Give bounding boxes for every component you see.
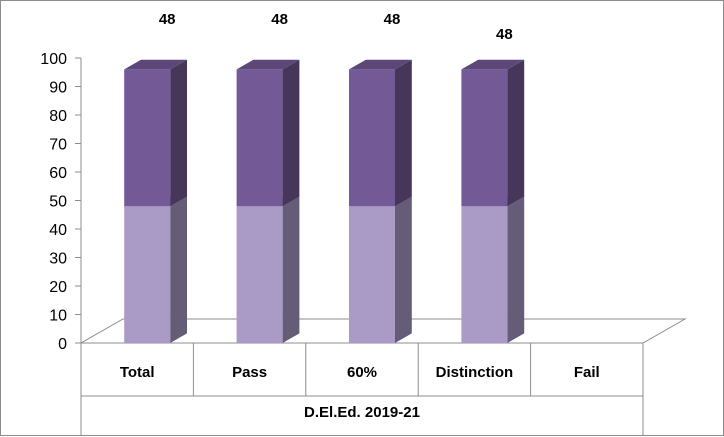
y-tick-label: 10: [49, 308, 67, 325]
bar-total-segment-1: [124, 196, 187, 343]
data-label: 48: [271, 11, 288, 28]
group-label: D.El.Ed. 2019-21: [304, 404, 420, 421]
bar-front-face: [236, 69, 283, 207]
bar-side-face: [170, 196, 187, 343]
bar-distinction-segment-1: [461, 196, 525, 343]
bar-side-face: [395, 196, 412, 343]
bar-pass-segment-1: [236, 196, 300, 343]
y-tick-label: 0: [58, 336, 67, 353]
bar-front-face: [461, 206, 508, 343]
y-tick-label: 90: [49, 80, 67, 97]
bar-top-face: [349, 59, 412, 70]
bar-front-face: [124, 206, 171, 343]
bar-side-face: [507, 59, 525, 207]
data-label: 48: [496, 26, 513, 43]
y-tick-label: 100: [40, 51, 67, 68]
bar-top-face: [461, 59, 525, 70]
data-label: 48: [384, 11, 401, 28]
bar-side-face: [170, 59, 187, 207]
category-label: Pass: [232, 364, 267, 381]
bar-side-face: [395, 59, 412, 207]
category-label: 60%: [347, 364, 377, 381]
bar-front-face: [349, 69, 395, 207]
bar-top-face: [236, 59, 300, 70]
bar-pass-segment-2: [236, 59, 300, 207]
y-tick-label: 30: [49, 251, 67, 268]
y-axis: 0 10 20 30 40 50 60 70 80 90 100: [40, 51, 82, 353]
bar-side-face: [507, 196, 525, 343]
y-tick-label: 40: [49, 222, 67, 239]
y-tick-label: 80: [49, 108, 67, 125]
bar-total-segment-2: [124, 59, 187, 207]
bar-side-face: [282, 196, 300, 343]
data-label: 48: [159, 11, 176, 28]
bar-side-face: [282, 59, 300, 207]
y-tick-label: 20: [49, 279, 67, 296]
category-label: Fail: [574, 364, 600, 381]
bar-front-face: [236, 206, 283, 343]
bar-60-segment-2: [349, 59, 412, 207]
category-axis: Total Pass 60% Distinction Fail D.El.Ed. 2019…: [80, 343, 644, 435]
category-label: Total: [120, 364, 155, 381]
y-tick-label: 50: [49, 194, 67, 211]
bar-front-face: [461, 69, 508, 207]
bar-front-face: [124, 69, 171, 207]
bars: [124, 59, 525, 343]
y-tick-label: 60: [49, 165, 67, 182]
bar-top-face: [124, 59, 187, 70]
bar-front-face: [349, 206, 395, 343]
bar-distinction-segment-2: [461, 59, 525, 207]
y-tick-label: 70: [49, 137, 67, 154]
category-label: Distinction: [436, 364, 514, 381]
bar-60-segment-1: [349, 196, 412, 343]
data-labels: 48 48 48 48: [159, 11, 513, 43]
